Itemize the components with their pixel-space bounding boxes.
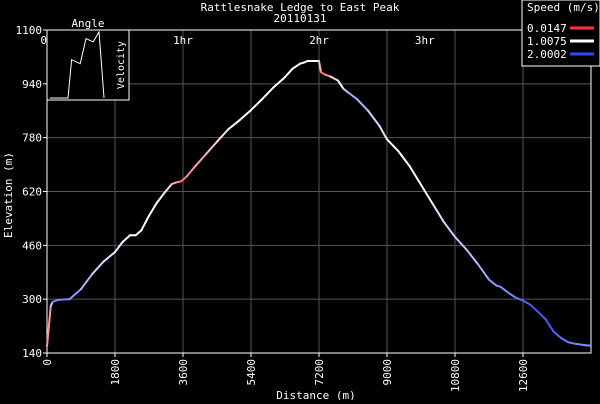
x-tick-label-5: 9000 [381,359,394,386]
x-tick-label-4: 7200 [313,359,326,386]
y-tick-label-4: 780 [22,132,42,145]
legend-title: Speed (m/s) [527,1,600,14]
y-tick-label-1: 300 [22,293,42,306]
y-axis-label: Elevation (m) [2,152,15,238]
inset-title: Angle [71,17,104,30]
x-tick-label-6: 10800 [449,359,462,392]
chart-subtitle: 20110131 [274,12,327,25]
legend-entry-label-2: 2.0002 [527,48,567,61]
time-tick-label-3: 3hr [415,34,435,47]
y-tick-label-0: 140 [22,347,42,360]
y-tick-label-5: 940 [22,78,42,91]
legend-entry-label-0: 0.0147 [527,22,567,35]
legend-entry-label-1: 1.0075 [527,35,567,48]
series-segment-0-3 [58,299,69,300]
x-tick-label-7: 12600 [517,359,530,392]
x-tick-label-0: 0 [41,359,54,366]
time-tick-label-2: 2hr [309,34,329,47]
y-tick-label-3: 620 [22,186,42,199]
inset-ylabel: Velocity [116,41,127,89]
x-tick-label-2: 3600 [177,359,190,386]
x-tick-label-3: 5400 [245,359,258,386]
x-tick-label-1: 1800 [109,359,122,386]
y-tick-label-2: 460 [22,239,42,252]
time-tick-label-1: 1hr [173,34,193,47]
y-tick-label-6: 1100 [16,24,43,37]
series-segment-0-66 [576,344,585,345]
x-axis-label: Distance (m) [276,389,355,400]
